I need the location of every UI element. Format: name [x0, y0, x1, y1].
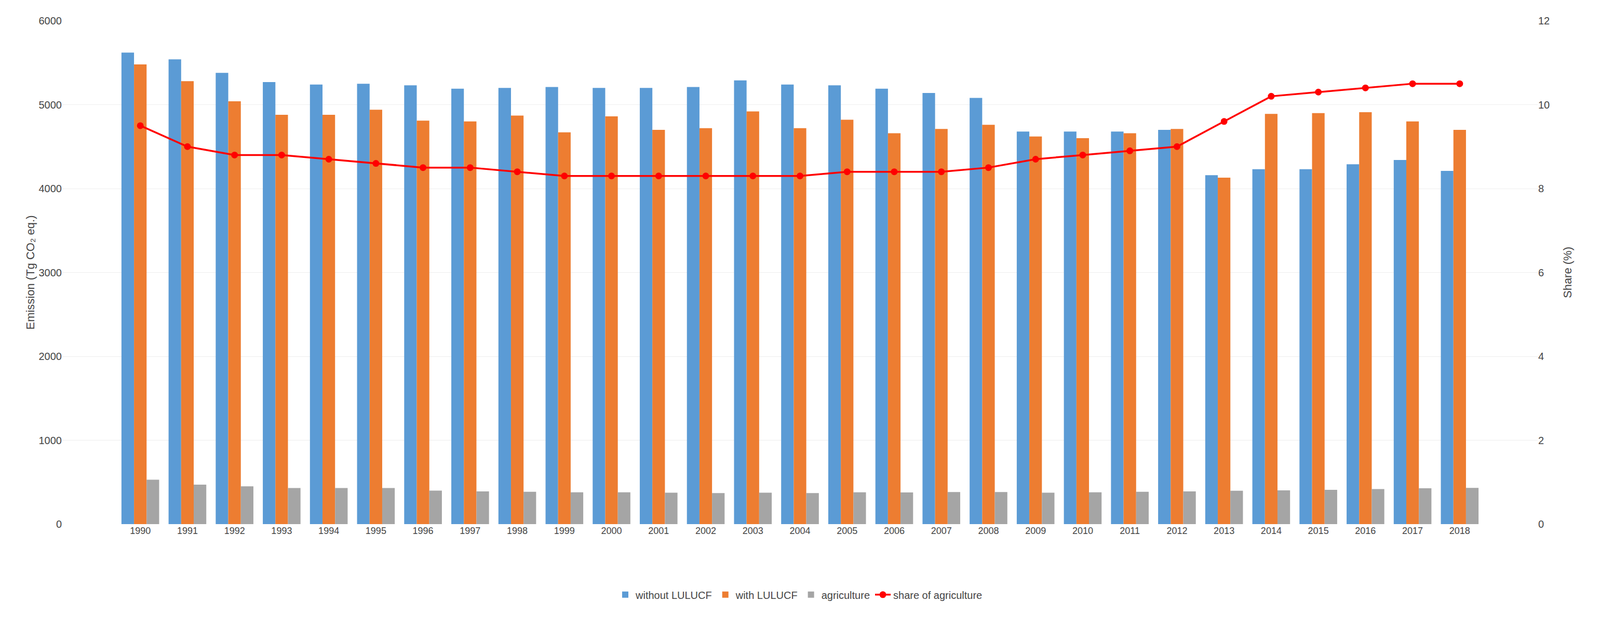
svg-text:2009: 2009 — [1025, 525, 1046, 536]
svg-text:1995: 1995 — [365, 525, 387, 536]
svg-text:1991: 1991 — [177, 525, 198, 536]
svg-text:12: 12 — [1538, 15, 1550, 27]
svg-text:1996: 1996 — [412, 525, 434, 536]
svg-text:5000: 5000 — [38, 99, 63, 111]
svg-text:2007: 2007 — [931, 525, 952, 536]
svg-text:10: 10 — [1538, 99, 1550, 111]
svg-text:4000: 4000 — [38, 182, 63, 195]
svg-text:1999: 1999 — [554, 525, 575, 536]
svg-text:2016: 2016 — [1354, 525, 1376, 536]
svg-text:2010: 2010 — [1072, 525, 1094, 536]
svg-text:1993: 1993 — [271, 525, 292, 536]
svg-text:2011: 2011 — [1119, 525, 1140, 536]
svg-text:1000: 1000 — [38, 434, 63, 447]
svg-text:2017: 2017 — [1402, 525, 1423, 536]
svg-text:0: 0 — [1538, 518, 1544, 530]
svg-text:Emission (Tg CO₂ eq.): Emission (Tg CO₂ eq.) — [23, 214, 37, 330]
svg-text:4: 4 — [1538, 350, 1544, 362]
svg-text:2018: 2018 — [1449, 525, 1471, 536]
svg-text:2003: 2003 — [742, 525, 764, 536]
svg-text:2014: 2014 — [1260, 525, 1282, 536]
svg-text:2013: 2013 — [1213, 525, 1235, 536]
svg-text:without LULUCF: without LULUCF — [635, 589, 712, 601]
svg-text:agriculture: agriculture — [821, 589, 870, 601]
svg-text:2: 2 — [1538, 434, 1544, 447]
svg-text:2005: 2005 — [836, 525, 858, 536]
svg-text:1998: 1998 — [506, 525, 528, 536]
svg-text:2006: 2006 — [883, 525, 905, 536]
svg-text:2012: 2012 — [1166, 525, 1188, 536]
svg-text:with LULUCF: with LULUCF — [735, 589, 798, 601]
svg-text:2008: 2008 — [977, 525, 999, 536]
svg-text:2000: 2000 — [38, 350, 63, 362]
svg-text:8: 8 — [1538, 182, 1544, 195]
svg-text:share of agriculture: share of agriculture — [893, 589, 983, 601]
svg-text:3000: 3000 — [38, 266, 63, 279]
svg-text:1990: 1990 — [129, 525, 151, 536]
svg-text:2001: 2001 — [648, 525, 669, 536]
svg-text:6000: 6000 — [38, 15, 63, 27]
svg-text:1994: 1994 — [318, 525, 340, 536]
svg-text:2004: 2004 — [789, 525, 811, 536]
svg-text:2002: 2002 — [695, 525, 717, 536]
svg-text:2000: 2000 — [601, 525, 623, 536]
svg-text:1997: 1997 — [459, 525, 481, 536]
svg-text:1992: 1992 — [224, 525, 246, 536]
svg-text:6: 6 — [1538, 266, 1544, 279]
svg-text:2015: 2015 — [1308, 525, 1329, 536]
svg-text:Share (%): Share (%) — [1561, 246, 1575, 299]
svg-text:0: 0 — [56, 518, 62, 530]
